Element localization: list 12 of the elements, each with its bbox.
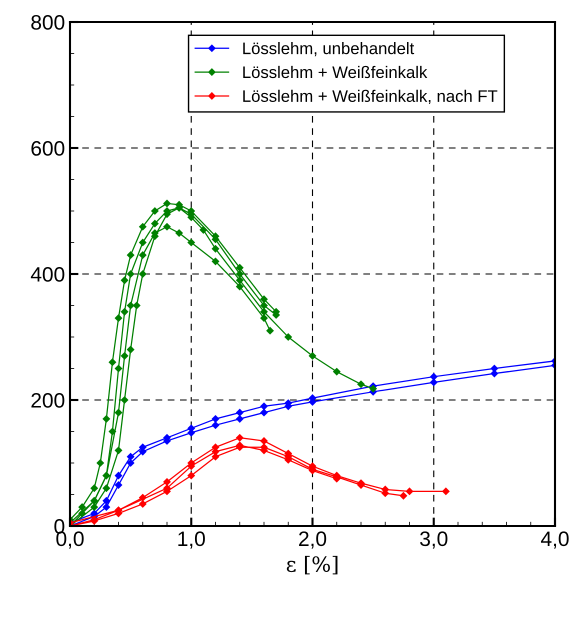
x-tick-label: 1,0 — [178, 531, 205, 549]
x-tick-label: 4,0 — [541, 531, 569, 549]
x-tick-label: 2,0 — [299, 531, 326, 549]
legend-label: Lösslehm + Weißfeinkalk, nach FT — [243, 90, 498, 104]
legend-label: Lösslehm + Weißfeinkalk — [243, 66, 428, 78]
y-tick-label: 800 — [31, 15, 64, 30]
y-tick-label: 600 — [31, 141, 64, 156]
x-tick-label: 3,0 — [420, 531, 448, 549]
y-tick-label: 200 — [31, 393, 64, 408]
y-tick-label: 400 — [30, 267, 64, 282]
legend-label: Lösslehm, unbehandelt — [243, 42, 414, 56]
x-axis-title: ε [%] — [286, 556, 338, 574]
